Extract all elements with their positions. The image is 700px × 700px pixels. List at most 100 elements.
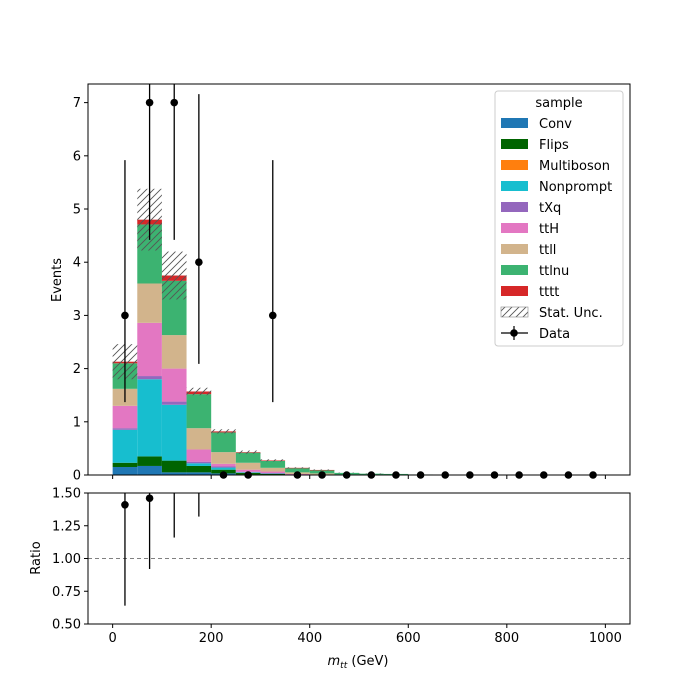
ratio-y-tick-label-0: 0.50 [52, 618, 81, 633]
legend-swatch-tth [501, 223, 528, 233]
bar-ttll-bin-2 [161, 335, 187, 369]
legend-label-tttt: tttt [539, 285, 559, 300]
main-y-tick-label-0: 0 [73, 469, 81, 484]
bar-flips-bin-6 [260, 473, 286, 475]
bar-tth-bin-3 [186, 449, 212, 462]
legend-label-tth: ttH [539, 222, 559, 237]
x-tick-label-4: 800 [494, 631, 519, 646]
x-tick-label-2: 400 [297, 631, 322, 646]
data-point-0 [121, 311, 129, 320]
ratio-points [121, 493, 200, 606]
bar-tth-bin-2 [161, 368, 187, 402]
legend-label-nonprompt: Nonprompt [539, 180, 612, 195]
legend-data-marker [510, 329, 518, 337]
x-axis-label-symbol: m [328, 654, 341, 669]
bar-ttlnu-bin-5 [235, 452, 261, 463]
main-y-ticks: 0 1 2 3 4 5 6 7 [73, 96, 88, 484]
bar-tth-bin-1 [137, 322, 162, 377]
main-y-tick-label-5: 5 [73, 203, 81, 218]
main-plot-frame [87, 83, 631, 476]
ratio-x-ticks: 0 200 400 600 800 1000 [108, 624, 622, 646]
bar-nonprompt-bin-6 [260, 473, 286, 474]
bar-txq-bin-0 [112, 428, 138, 430]
bar-flips-bin-2 [161, 460, 187, 473]
legend-swatch-flips [501, 139, 528, 149]
stat-unc-band-bin-3 [186, 387, 212, 396]
bar-tth-bin-4 [211, 463, 236, 467]
bar-nonprompt-bin-4 [211, 467, 236, 470]
bar-flips-bin-1 [137, 456, 162, 466]
main-y-tick-label-6: 6 [73, 149, 81, 164]
legend-label-ttll: ttll [539, 243, 556, 258]
x-axis-label: mtt (GeV) [328, 654, 389, 671]
bar-nonprompt-bin-1 [137, 379, 162, 457]
legend: sample Conv Flips Multiboson Nonprompt tXq tt… [494, 90, 624, 347]
legend-title: sample [535, 96, 582, 111]
main-y-tick-label-4: 4 [73, 256, 81, 271]
stat-unc-band-bin-2 [161, 251, 187, 300]
bar-nonprompt-bin-0 [112, 429, 138, 463]
main-y-tick-label-1: 1 [73, 415, 81, 430]
main-y-axis-label: Events [50, 258, 65, 302]
main-x-ticks [112, 475, 606, 479]
bar-flips-bin-3 [186, 465, 212, 473]
legend-swatch-conv [501, 118, 528, 128]
bar-nonprompt-bin-3 [186, 463, 212, 466]
bar-conv-bin-3 [186, 472, 212, 475]
legend-swatch-multiboson [501, 160, 528, 170]
bar-txq-bin-2 [161, 401, 187, 405]
legend-swatch-ttlnu [501, 265, 528, 275]
legend-label-ttlnu: ttlnu [539, 264, 569, 279]
legend-label-data: Data [539, 327, 570, 342]
bar-txq-bin-6 [260, 473, 286, 474]
data-point-2 [170, 98, 179, 107]
legend-swatch-txq [501, 202, 528, 212]
legend-frame [494, 90, 624, 347]
ratio-y-axis-label: Ratio [29, 541, 44, 574]
legend-label-conv: Conv [539, 117, 572, 132]
data-point-1 [145, 98, 154, 107]
bar-ttlnu-bin-4 [211, 432, 236, 453]
ratio-y-tick-label-2: 1.00 [52, 552, 81, 567]
legend-items: Conv Flips Multiboson Nonprompt tXq ttH ttll tt… [500, 117, 612, 342]
legend-label-flips: Flips [539, 138, 569, 153]
bar-ttlnu-bin-6 [260, 460, 286, 468]
x-tick-label-1: 200 [199, 631, 224, 646]
legend-swatch-nonprompt [501, 181, 528, 191]
bar-ttll-bin-1 [137, 283, 162, 323]
main-y-tick-label-2: 2 [73, 362, 81, 377]
bar-txq-bin-4 [211, 466, 236, 468]
stat-unc-band-bin-5 [235, 450, 261, 454]
bar-txq-bin-3 [186, 461, 212, 464]
stat-unc-band-bin-4 [211, 429, 236, 434]
ratio-point-1 [145, 494, 154, 503]
ratio-y-ticks: 0.50 0.75 1.00 1.25 1.50 [52, 487, 88, 633]
x-tick-label-0: 0 [108, 631, 116, 646]
legend-label-txq: tXq [539, 201, 561, 216]
bar-conv-bin-0 [112, 467, 138, 475]
bar-ttlnu-bin-7 [285, 468, 310, 473]
stacked-bars [112, 219, 507, 476]
stat-unc-band-bin-7 [285, 467, 310, 469]
bar-txq-bin-1 [137, 376, 162, 380]
bar-ttll-bin-3 [186, 428, 212, 450]
legend-swatch-tttt [501, 286, 528, 296]
bar-ttll-bin-4 [211, 452, 236, 464]
x-axis-label-subscript: tt [340, 661, 348, 671]
bar-conv-bin-2 [161, 472, 187, 475]
ratio-y-tick-label-4: 1.50 [52, 487, 81, 502]
main-y-tick-label-3: 3 [73, 309, 81, 324]
x-axis-label-unit: (GeV) [347, 654, 388, 669]
legend-label-stat-unc: Stat. Unc. [539, 306, 603, 321]
ratio-point-0 [121, 500, 129, 509]
legend-swatch-stat-unc [500, 306, 529, 318]
bar-flips-bin-0 [112, 462, 138, 468]
bar-ttll-bin-5 [235, 462, 261, 470]
stat-unc-band-bin-6 [260, 459, 286, 462]
legend-label-multiboson: Multiboson [539, 159, 610, 174]
bar-tth-bin-5 [235, 469, 261, 472]
bar-conv-bin-1 [137, 465, 162, 475]
stat-unc-band-bin-8 [309, 469, 335, 471]
x-tick-label-5: 1000 [589, 631, 622, 646]
ratio-y-tick-label-3: 1.25 [52, 519, 81, 534]
